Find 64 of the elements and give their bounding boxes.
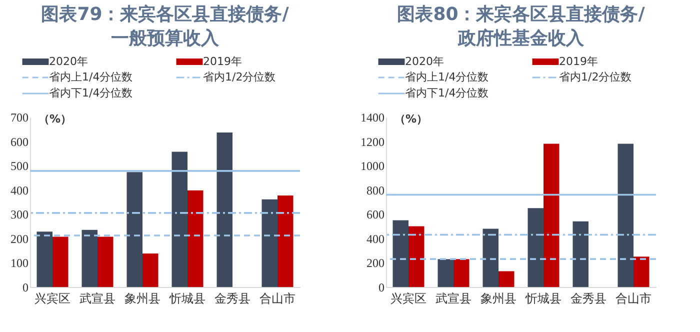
x-tick-label: 象州县: [124, 292, 160, 306]
y-tick-label: 700: [10, 110, 28, 124]
x-tick-label: 兴宾区: [34, 292, 70, 306]
legend-label: 2020年: [49, 54, 88, 68]
x-tick-label: 金秀县: [214, 292, 250, 306]
bar: [528, 208, 544, 287]
y-tick-label: 1400: [360, 110, 384, 124]
y-tick-label: 800: [366, 183, 384, 198]
bar: [392, 220, 408, 287]
y-tick-label: 300: [10, 208, 28, 222]
x-tick-label: 武宣县: [436, 292, 472, 306]
legend-label: 省内下1/4分位数: [405, 86, 489, 100]
bar: [634, 256, 650, 287]
y-tick-label: 600: [10, 134, 28, 149]
y-tick-label: 100: [10, 256, 28, 270]
x-tick-label: 象州县: [480, 292, 516, 306]
y-tick-label: 1000: [360, 159, 384, 174]
legend-label: 2019年: [559, 54, 598, 68]
chart-title: 图表80：来宾各区县直接债务/ 政府性基金收入: [397, 4, 646, 49]
x-tick-label: 忻城县: [168, 292, 206, 306]
bar: [498, 271, 514, 287]
y-tick-label: 0: [22, 280, 28, 294]
bar: [262, 199, 278, 287]
bar: [438, 259, 454, 287]
bar: [618, 144, 634, 287]
bar: [216, 132, 232, 287]
x-tick-label: 兴宾区: [390, 292, 426, 306]
y-tick-label: 600: [366, 208, 384, 222]
bar: [572, 221, 588, 287]
x-tick-label: 合山市: [260, 292, 296, 306]
x-tick-label: 合山市: [616, 292, 652, 306]
bar: [278, 195, 294, 287]
bar: [172, 152, 188, 287]
bar: [98, 236, 114, 287]
bar: [454, 259, 470, 287]
y-tick-label: 0: [378, 280, 384, 294]
y-tick-label: 200: [366, 256, 384, 270]
x-tick-label: 忻城县: [524, 292, 562, 306]
bar: [52, 236, 68, 287]
legend-label: 省内上1/4分位数: [405, 70, 489, 84]
bar: [188, 190, 204, 287]
y-tick-label: 400: [10, 183, 28, 198]
bar: [82, 230, 98, 287]
x-tick-label: 金秀县: [570, 292, 606, 306]
bar: [142, 253, 158, 287]
y-tick-label: 400: [366, 232, 384, 246]
bar: [126, 172, 142, 287]
y-tick-label: 1200: [360, 134, 384, 149]
legend-label: 省内1/2分位数: [203, 70, 276, 84]
legend-label: 省内1/2分位数: [559, 70, 632, 84]
legend-label: 省内下1/4分位数: [49, 86, 133, 100]
bar: [408, 226, 424, 287]
legend-label: 2020年: [405, 54, 444, 68]
bar: [36, 232, 52, 287]
y-axis-title: （%）: [394, 112, 428, 126]
y-axis-title: （%）: [38, 112, 72, 126]
x-tick-label: 武宣县: [80, 292, 116, 306]
chart-title: 图表79：来宾各区县直接债务/ 一般预算收入: [41, 4, 290, 49]
y-tick-label: 200: [10, 232, 28, 246]
y-tick-label: 500: [10, 159, 28, 174]
legend-label: 2019年: [203, 54, 242, 68]
bar: [544, 144, 560, 287]
bar: [482, 228, 498, 287]
legend-label: 省内上1/4分位数: [49, 70, 133, 84]
